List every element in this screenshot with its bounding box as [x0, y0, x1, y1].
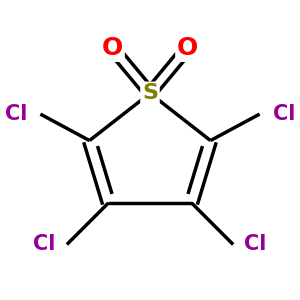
Text: S: S	[142, 83, 158, 103]
Text: Cl: Cl	[273, 104, 295, 124]
Text: O: O	[177, 36, 198, 60]
Text: Cl: Cl	[5, 104, 27, 124]
Text: O: O	[102, 36, 123, 60]
Text: Cl: Cl	[33, 235, 56, 254]
Text: Cl: Cl	[244, 235, 267, 254]
